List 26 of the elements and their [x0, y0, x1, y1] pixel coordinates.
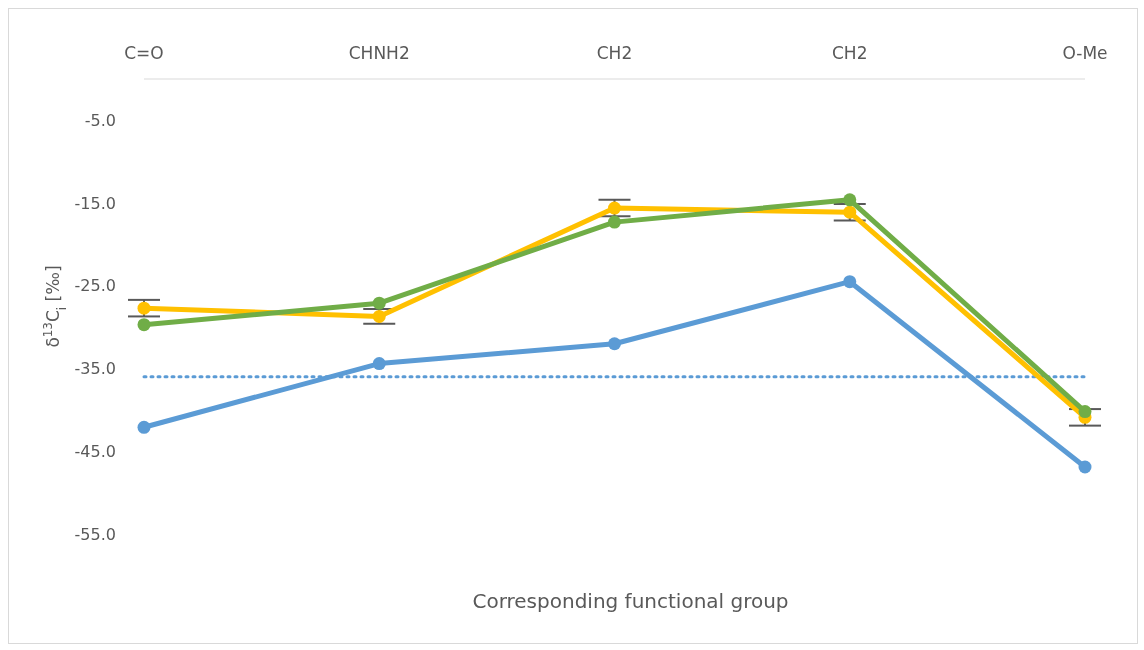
x-tick-label: CHNH2	[348, 43, 410, 63]
point	[608, 201, 621, 215]
y-tick-label: -15.0	[74, 193, 116, 213]
y-tick-label: -5.0	[84, 111, 116, 131]
point	[372, 296, 386, 310]
point	[608, 215, 621, 229]
point	[1078, 405, 1092, 419]
x-tick-label: O-Me	[1062, 43, 1108, 63]
x-tick-label: CH2	[596, 43, 633, 63]
point	[372, 357, 386, 371]
point	[137, 318, 151, 332]
point	[843, 205, 857, 219]
point	[1078, 460, 1092, 474]
point	[137, 301, 151, 315]
y-tick-label: -45.0	[74, 441, 116, 461]
point	[608, 337, 621, 351]
point	[137, 420, 151, 434]
point	[843, 193, 857, 207]
y-tick-label: -55.0	[74, 524, 116, 544]
point	[843, 275, 857, 289]
x-tick-label: C=O	[124, 43, 164, 63]
x-axis-title: Corresponding functional group	[471, 589, 790, 613]
x-tick-label: CH2	[832, 43, 868, 63]
point	[372, 309, 386, 323]
y-tick-label: -25.0	[74, 276, 116, 296]
y-tick-label: -35.0	[74, 359, 116, 379]
